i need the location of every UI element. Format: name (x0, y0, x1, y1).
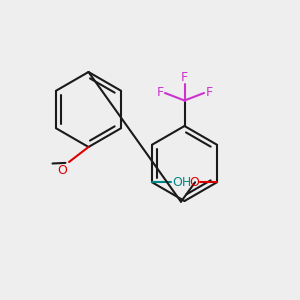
Text: F: F (156, 86, 164, 100)
Text: F: F (181, 71, 188, 84)
Text: O: O (189, 176, 199, 189)
Text: O: O (58, 164, 68, 176)
Text: OH: OH (172, 176, 191, 189)
Text: F: F (206, 86, 213, 100)
